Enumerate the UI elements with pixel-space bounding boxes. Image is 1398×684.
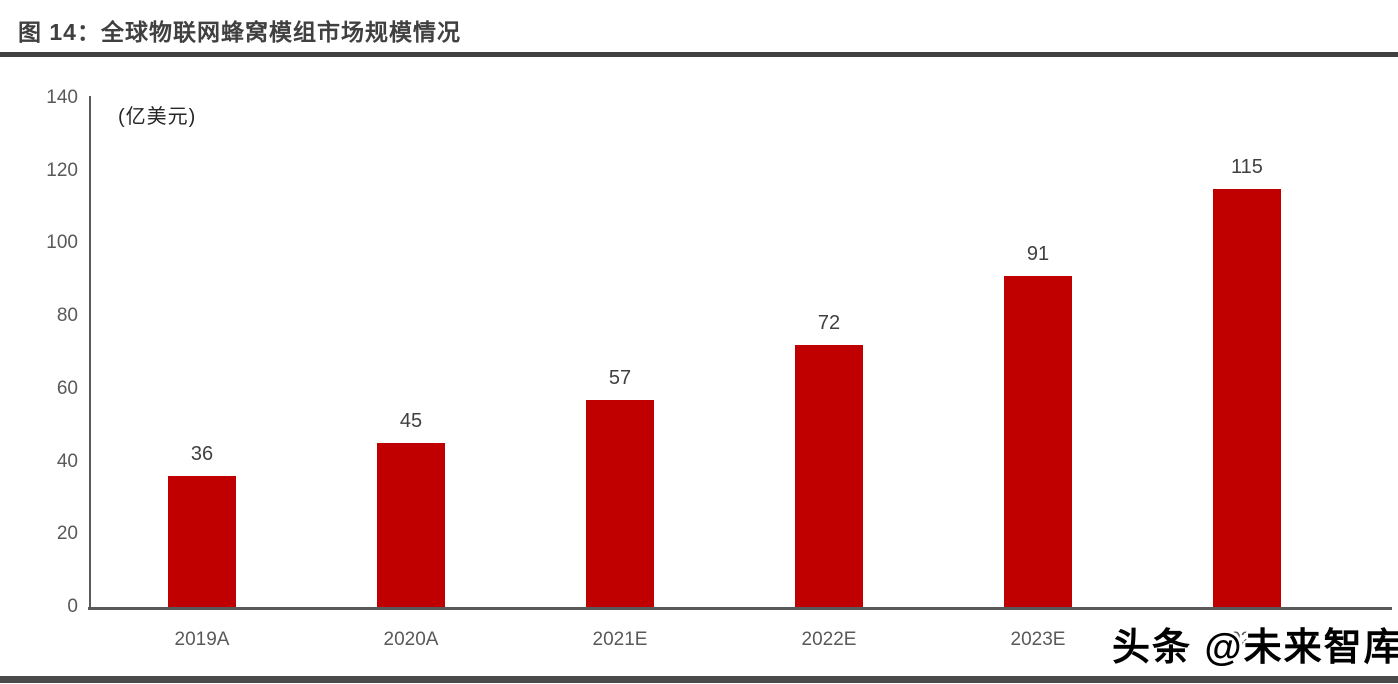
y-tick-label: 0 [67,596,78,617]
x-tick-label: 2019A [174,629,230,650]
x-tick-label: 2024E [1219,629,1275,650]
bar [1004,276,1072,607]
y-tick-label: 60 [56,377,78,399]
y-tick-label: 120 [46,159,78,181]
bar [586,399,654,607]
y-tick-label: 80 [56,305,78,327]
x-tick-label: 2021E [592,629,648,650]
bar [168,476,236,607]
y-tick-label: 100 [46,232,78,254]
bar [1213,188,1281,607]
bar [795,345,863,607]
bar-value-label: 72 [817,312,841,335]
x-tick-label: 2020A [383,629,439,650]
watermark: 头条 @未来智库 [1112,627,1398,669]
bottom-rule [0,676,1398,683]
y-tick-label: 40 [56,450,78,472]
bar-value-label: 91 [1026,243,1050,266]
bar-value-label: 36 [190,443,214,466]
axis-unit-label: (亿美元) [118,106,197,128]
y-axis-line [89,96,91,609]
x-tick-label: 2022E [801,629,857,650]
bar-value-label: 57 [608,366,632,389]
figure-title: 图 14：全球物联网蜂窝模组市场规模情况 [18,19,461,45]
title-underline [0,52,1398,57]
bar-value-label: 45 [399,410,423,433]
bar-value-label: 115 [1231,155,1263,178]
x-tick-label: 2023E [1010,629,1066,650]
x-axis-line [88,607,1392,610]
bar [377,443,445,607]
y-tick-label: 20 [56,523,78,545]
y-tick-label: 140 [46,87,78,108]
